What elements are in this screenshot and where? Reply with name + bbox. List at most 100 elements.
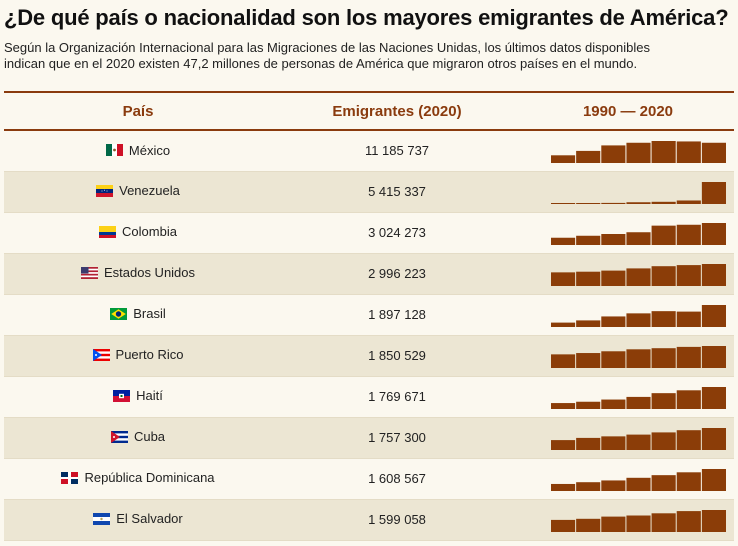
bar-mexico-2020: [701, 142, 726, 163]
bar-cuba-2010: [651, 431, 676, 450]
table-row: El Salvador 1 599 058: [4, 499, 734, 540]
cuba-flag-icon: [110, 430, 128, 443]
bar-haiti-1990: [551, 402, 576, 409]
bar-puerto-rico-2005: [626, 348, 651, 368]
bar-mexico-2010: [651, 140, 676, 163]
country-cell: México: [4, 130, 272, 171]
bar-haiti-2000: [601, 399, 626, 409]
country-label-group: México: [105, 143, 170, 158]
trend-sparkline-cell: [522, 212, 734, 253]
bar-colombia-2005: [626, 231, 651, 245]
dominican-republic-flag-icon: [61, 471, 79, 484]
bar-puerto-rico-2015: [676, 346, 701, 368]
page-subtitle: Según la Organización Internacional para…: [4, 40, 651, 71]
bar-cuba-1995: [576, 437, 601, 450]
country-name: República Dominicana: [84, 470, 215, 486]
trend-sparkline-cell: [522, 294, 734, 335]
bar-mexico-2005: [626, 142, 651, 163]
bar-haiti-2020: [701, 386, 726, 409]
sparkline-mexico: [551, 140, 726, 163]
country-label-group: Cuba: [110, 429, 165, 444]
emigrants-value: 1 769 671: [368, 389, 426, 404]
country-label-group: Haití: [113, 388, 163, 403]
country-name: Venezuela: [119, 183, 180, 199]
sparkline-cuba: [551, 427, 726, 450]
bar-republica-dominicana-2000: [601, 479, 626, 491]
table-row: Haití 1 769 671: [4, 376, 734, 417]
column-header-country: País: [122, 102, 154, 120]
bar-el-salvador-2000: [601, 516, 626, 532]
bar-brasil-1990: [551, 322, 576, 327]
country-cell: Venezuela: [4, 171, 272, 212]
country-cell: Cuba: [4, 417, 272, 458]
country-cell: República Dominicana: [4, 458, 272, 499]
bar-republica-dominicana-2010: [651, 474, 676, 491]
bar-colombia-2020: [701, 222, 726, 245]
country-cell: Estados Unidos: [4, 253, 272, 294]
country-label-group: Puerto Rico: [92, 347, 183, 362]
bar-el-salvador-1990: [551, 519, 576, 532]
bar-cuba-2005: [626, 434, 651, 450]
table-row: Puerto Rico 1 850 529: [4, 335, 734, 376]
bar-cuba-2020: [701, 427, 726, 450]
sparkline-republica-dominicana: [551, 468, 726, 491]
bar-venezuela-1990: [551, 202, 576, 204]
bar-brasil-2000: [601, 315, 626, 327]
table-row: Cuba 1 757 300: [4, 417, 734, 458]
bar-puerto-rico-2010: [651, 347, 676, 368]
bar-republica-dominicana-2005: [626, 477, 651, 491]
trend-sparkline-cell: [522, 458, 734, 499]
table-row: República Dominicana 1 608 567: [4, 458, 734, 499]
bar-mexico-1990: [551, 155, 576, 163]
bar-venezuela-2020: [701, 181, 726, 204]
trend-sparkline-cell: [522, 171, 734, 212]
bar-haiti-1995: [576, 401, 601, 409]
country-label-group: Brasil: [110, 306, 166, 321]
bar-el-salvador-2005: [626, 515, 651, 532]
bar-estados-unidos-2005: [626, 267, 651, 286]
trend-sparkline-cell: [522, 376, 734, 417]
trend-sparkline-cell: [522, 335, 734, 376]
sparkline-brasil: [551, 304, 726, 327]
bar-venezuela-2015: [676, 199, 701, 204]
usa-flag-icon: [80, 266, 98, 279]
sparkline-el-salvador: [551, 509, 726, 532]
bar-haiti-2010: [651, 392, 676, 409]
bar-republica-dominicana-1990: [551, 483, 576, 491]
emigrants-value: 3 024 273: [368, 225, 426, 240]
bar-estados-unidos-2020: [701, 263, 726, 286]
bar-republica-dominicana-1995: [576, 481, 601, 491]
table-body: México 11 185 737 Venezuela 5 415 337 Colomb…: [4, 130, 734, 540]
emigrants-value: 1 757 300: [368, 430, 426, 445]
bar-venezuela-1995: [576, 202, 601, 204]
country-name: Brasil: [133, 306, 166, 322]
bar-mexico-2015: [676, 141, 701, 163]
country-cell: El Salvador: [4, 499, 272, 540]
emigrants-value: 5 415 337: [368, 184, 426, 199]
emigrants-value: 11 185 737: [364, 143, 430, 159]
bar-brasil-2010: [651, 310, 676, 327]
sparkline-colombia: [551, 222, 726, 245]
bar-haiti-2015: [676, 389, 701, 409]
country-label-group: El Salvador: [93, 511, 183, 526]
table-row: Brasil 1 897 128: [4, 294, 734, 335]
bar-cuba-2000: [601, 435, 626, 450]
bar-brasil-2005: [626, 312, 651, 327]
bar-puerto-rico-2020: [701, 345, 726, 368]
sparkline-puerto-rico: [551, 345, 726, 368]
bar-colombia-2000: [601, 233, 626, 245]
page-title: ¿De qué país o nacionalidad son los mayo…: [4, 5, 729, 30]
trend-sparkline-cell: [522, 130, 734, 171]
mexico-flag-icon: [105, 144, 123, 156]
emigrants-value: 2 996 223: [368, 266, 426, 281]
bar-mexico-2000: [601, 145, 626, 163]
bar-cuba-1990: [551, 439, 576, 450]
haiti-flag-icon: [113, 389, 131, 402]
country-label-group: Colombia: [99, 224, 177, 239]
column-header-emigrants: Emigrantes (2020): [332, 102, 462, 120]
country-name: Haití: [136, 388, 163, 404]
trend-sparkline-cell: [522, 253, 734, 294]
table-row: Colombia 3 024 273: [4, 212, 734, 253]
colombia-flag-icon: [99, 225, 117, 238]
sparkline-haiti: [551, 386, 726, 409]
